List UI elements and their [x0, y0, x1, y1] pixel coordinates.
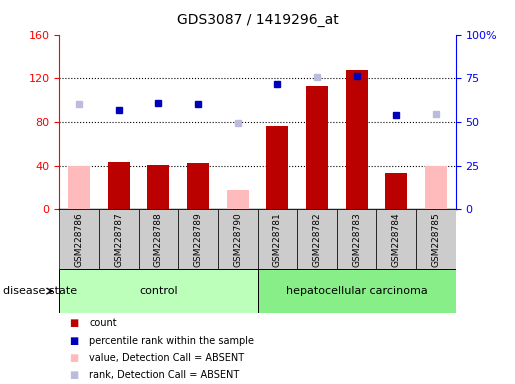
Text: GSM228787: GSM228787: [114, 212, 123, 267]
Text: percentile rank within the sample: percentile rank within the sample: [89, 336, 254, 346]
Bar: [147, 164, 169, 209]
Bar: [376, 209, 416, 269]
Text: ■: ■: [70, 336, 79, 346]
Bar: [59, 269, 258, 313]
Text: GSM228788: GSM228788: [154, 212, 163, 267]
Bar: [218, 209, 258, 269]
Bar: [346, 70, 368, 209]
Bar: [425, 166, 447, 209]
Text: ■: ■: [70, 353, 79, 363]
Bar: [258, 269, 456, 313]
Text: GSM228783: GSM228783: [352, 212, 361, 267]
Bar: [416, 209, 456, 269]
Bar: [337, 209, 376, 269]
Bar: [297, 209, 337, 269]
Text: ■: ■: [70, 370, 79, 380]
Text: GSM228785: GSM228785: [432, 212, 440, 267]
Bar: [59, 209, 99, 269]
Bar: [108, 162, 130, 209]
Bar: [187, 164, 209, 209]
Text: disease state: disease state: [3, 286, 77, 296]
Text: GSM228781: GSM228781: [273, 212, 282, 267]
Bar: [178, 209, 218, 269]
Text: GSM228786: GSM228786: [75, 212, 83, 267]
Bar: [99, 209, 139, 269]
Text: GSM228782: GSM228782: [313, 212, 321, 267]
Bar: [385, 173, 407, 209]
Bar: [306, 86, 328, 209]
Text: hepatocellular carcinoma: hepatocellular carcinoma: [286, 286, 427, 296]
Text: GSM228790: GSM228790: [233, 212, 242, 267]
Bar: [258, 209, 297, 269]
Text: GSM228784: GSM228784: [392, 212, 401, 267]
Text: control: control: [139, 286, 178, 296]
Text: GDS3087 / 1419296_at: GDS3087 / 1419296_at: [177, 13, 338, 27]
Text: GSM228789: GSM228789: [194, 212, 202, 267]
Bar: [227, 190, 249, 209]
Text: ■: ■: [70, 318, 79, 328]
Text: rank, Detection Call = ABSENT: rank, Detection Call = ABSENT: [89, 370, 239, 380]
Bar: [139, 209, 178, 269]
Bar: [68, 166, 90, 209]
Text: value, Detection Call = ABSENT: value, Detection Call = ABSENT: [89, 353, 244, 363]
Bar: [266, 126, 288, 209]
Text: count: count: [89, 318, 117, 328]
